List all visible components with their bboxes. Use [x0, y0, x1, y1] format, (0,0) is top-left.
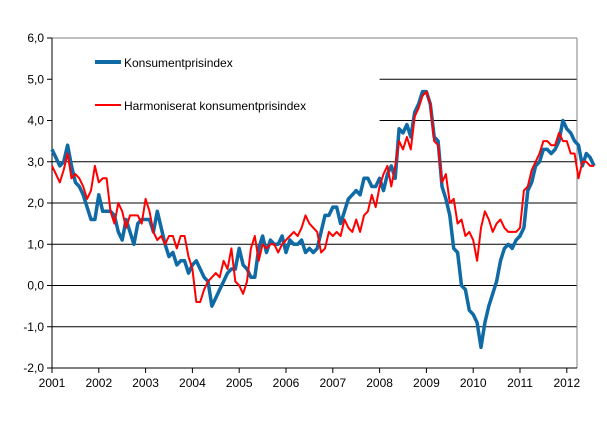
x-tick-label: 2011: [507, 376, 533, 390]
series-line-harmoniserat: [51, 90, 595, 303]
x-tick-label: 2008: [366, 376, 393, 390]
x-tick-label: 2009: [413, 376, 440, 390]
x-tick-label: 2006: [273, 376, 300, 390]
x-tick-label: 2004: [179, 376, 206, 390]
x-tick-label: 2002: [85, 376, 112, 390]
y-tick-label: 5,0: [27, 72, 44, 86]
x-tick-label: 2005: [226, 376, 253, 390]
y-tick-label: 0,0: [27, 279, 44, 293]
y-tick-label: 1,0: [27, 237, 44, 251]
x-tick-label: 2001: [39, 376, 66, 390]
x-tick-label: 2007: [319, 376, 346, 390]
y-tick-label: -2,0: [23, 361, 44, 375]
gridlines: [52, 78, 577, 328]
y-tick-label: 6,0: [27, 31, 44, 45]
y-tick-label: -1,0: [23, 320, 44, 334]
y-tick-label: 4,0: [27, 114, 44, 128]
legend: Konsumentprisindex Harmoniserat konsumen…: [95, 56, 306, 113]
x-tick-label: 2003: [132, 376, 159, 390]
axes: [47, 37, 578, 373]
y-tick-label: 3,0: [27, 155, 44, 169]
legend-label-harmoniserat: Harmoniserat konsumentprisindex: [124, 99, 306, 113]
x-tick-label: 2012: [553, 376, 580, 390]
x-tick-label: 2010: [460, 376, 487, 390]
y-tick-labels: -2,0 -1,0 0,0 1,0 2,0 3,0 4,0 5,0 6,0: [23, 31, 44, 375]
series-lines: [50, 89, 596, 350]
legend-label-konsumentprisindex: Konsumentprisindex: [124, 56, 233, 70]
y-tick-label: 2,0: [27, 196, 44, 210]
series-line-konsumentprisindex: [50, 89, 596, 350]
x-tick-labels: 2001 2002 2003 2004 2005 2006 2007 2008 2009 2010…: [39, 376, 581, 390]
